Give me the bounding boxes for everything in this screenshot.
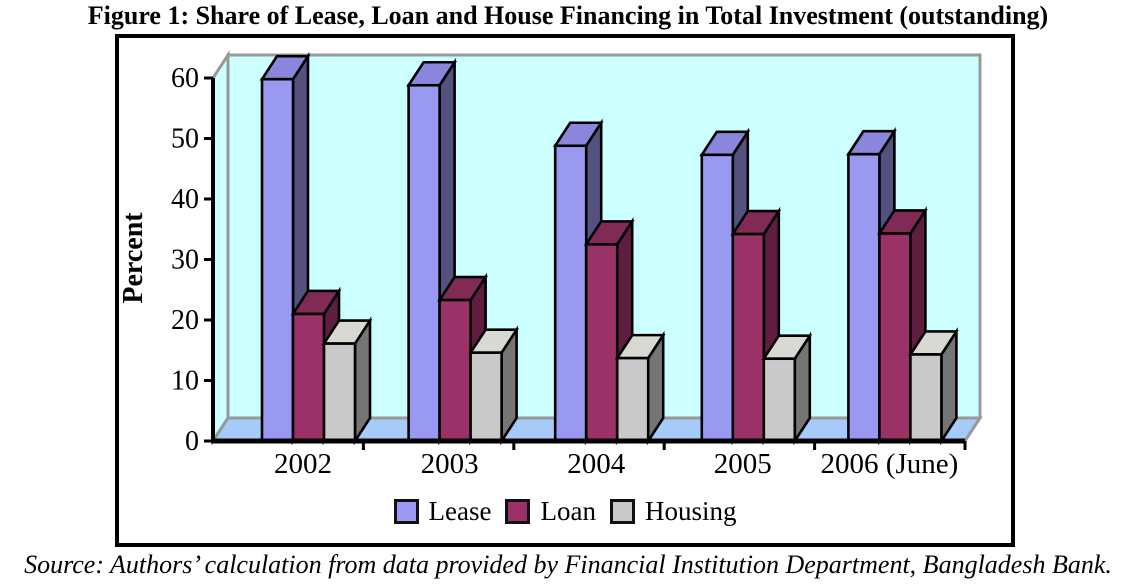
bar-2003-loan <box>438 298 472 443</box>
legend-swatch-loan-icon <box>505 499 531 524</box>
bar-2002-loan <box>291 312 326 443</box>
bar-2006June-housing <box>909 353 943 443</box>
x-category-label: 2004 <box>567 448 626 480</box>
bar-2002-lease <box>260 77 295 443</box>
y-tick-label: 40 <box>171 184 199 215</box>
chart-legend: Lease Loan Housing <box>119 498 1011 525</box>
legend-swatch-lease-icon <box>393 499 419 524</box>
bar-2003-housing <box>469 351 503 443</box>
bar-2004-housing <box>615 356 650 443</box>
bar-2006June-loan <box>878 232 912 443</box>
bar-2006June-lease <box>847 152 881 443</box>
legend-item-housing: Housing <box>609 496 737 526</box>
y-tick-label: 30 <box>171 245 199 276</box>
y-tick-label: 20 <box>171 305 199 336</box>
legend-label-housing: Housing <box>644 496 737 526</box>
legend-item-lease: Lease <box>393 496 492 526</box>
y-tick-label: 0 <box>185 426 199 457</box>
x-category-label: 2006 (June) <box>821 448 959 480</box>
x-category-label: 2005 <box>714 448 772 480</box>
x-category-label: 2003 <box>421 448 479 480</box>
y-axis-title: Percent <box>119 212 149 304</box>
bar-2004-lease <box>553 144 588 443</box>
legend-label-loan: Loan <box>540 496 596 526</box>
bar-chart-3d: 0 10 20 30 40 50 60 2002 2003 2004 2005 2006 (June)… <box>119 49 983 480</box>
y-tick-label: 10 <box>171 366 199 397</box>
bar-2005-lease <box>700 153 735 443</box>
bar-2004-loan <box>584 243 619 443</box>
bar-2003-lease <box>407 83 441 443</box>
bar-2002-housing <box>322 342 357 443</box>
source-note: Source: Authors’ calculation from data p… <box>24 550 1112 579</box>
legend-item-loan: Loan <box>505 496 596 526</box>
bar-2005-loan <box>731 232 766 443</box>
legend-label-lease: Lease <box>428 496 492 526</box>
figure-title: Figure 1: Share of Lease, Loan and House… <box>87 1 1049 30</box>
left-wall <box>211 49 230 447</box>
legend-swatch-housing-icon <box>609 499 635 524</box>
bar-2005-housing <box>762 357 797 443</box>
x-category-label: 2002 <box>274 448 332 480</box>
chart-frame: 0 10 20 30 40 50 60 2002 2003 2004 2005 2006 (June)… <box>115 34 1015 547</box>
y-tick-label: 60 <box>171 63 199 94</box>
y-tick-label: 50 <box>171 124 199 155</box>
